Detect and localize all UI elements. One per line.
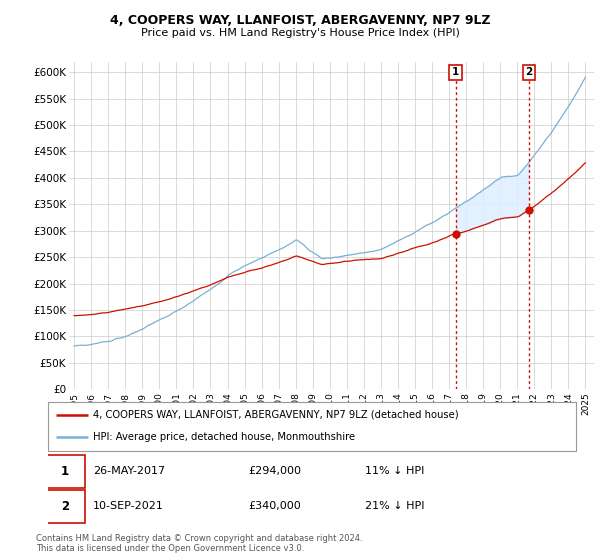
Text: 4, COOPERS WAY, LLANFOIST, ABERGAVENNY, NP7 9LZ (detached house): 4, COOPERS WAY, LLANFOIST, ABERGAVENNY, … [93, 410, 458, 420]
Text: 21% ↓ HPI: 21% ↓ HPI [365, 501, 424, 511]
Text: 26-MAY-2017: 26-MAY-2017 [93, 466, 165, 476]
Text: £340,000: £340,000 [248, 501, 301, 511]
FancyBboxPatch shape [48, 402, 576, 451]
Text: HPI: Average price, detached house, Monmouthshire: HPI: Average price, detached house, Monm… [93, 432, 355, 442]
Text: Contains HM Land Registry data © Crown copyright and database right 2024.
This d: Contains HM Land Registry data © Crown c… [36, 534, 362, 553]
FancyBboxPatch shape [46, 489, 85, 522]
Text: 4, COOPERS WAY, LLANFOIST, ABERGAVENNY, NP7 9LZ: 4, COOPERS WAY, LLANFOIST, ABERGAVENNY, … [110, 14, 490, 27]
Text: 1: 1 [61, 465, 69, 478]
Text: 11% ↓ HPI: 11% ↓ HPI [365, 466, 424, 476]
Text: 2: 2 [61, 500, 69, 512]
Text: £294,000: £294,000 [248, 466, 302, 476]
Text: Price paid vs. HM Land Registry's House Price Index (HPI): Price paid vs. HM Land Registry's House … [140, 28, 460, 38]
FancyBboxPatch shape [46, 455, 85, 488]
Text: 10-SEP-2021: 10-SEP-2021 [93, 501, 164, 511]
Text: 1: 1 [452, 67, 459, 77]
Text: 2: 2 [526, 67, 533, 77]
